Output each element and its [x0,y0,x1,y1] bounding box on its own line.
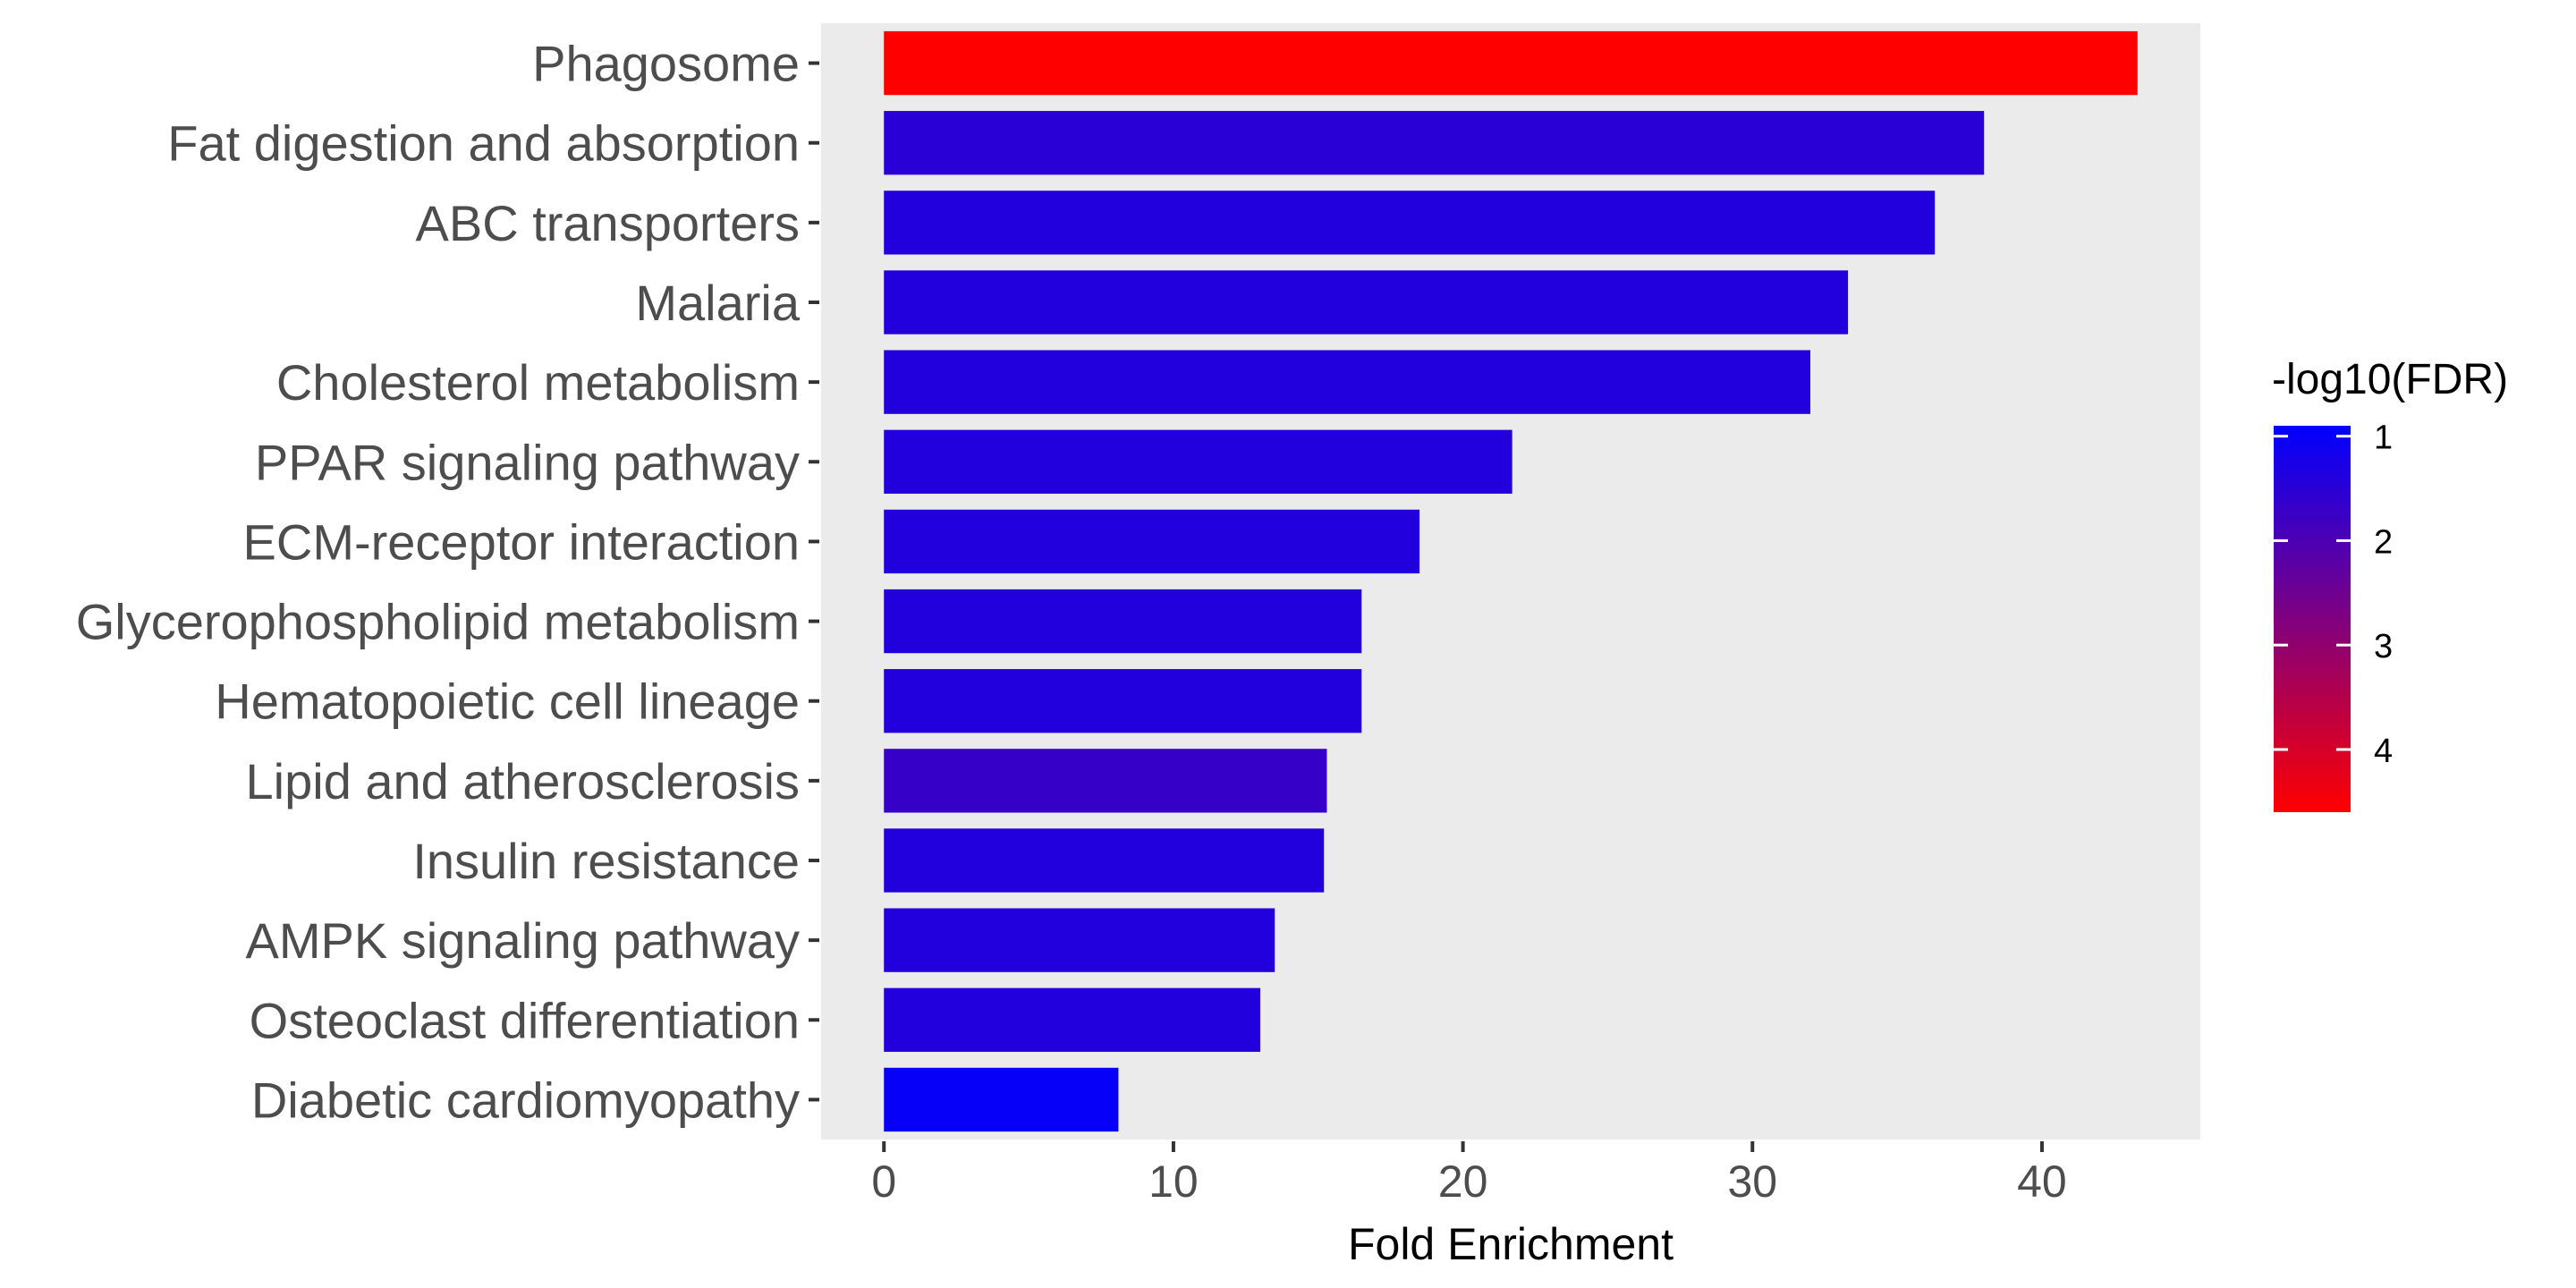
legend-tick-label: 3 [2374,628,2393,665]
y-tick-label: Osteoclast differentiation [250,992,800,1048]
y-tick-label: Fat digestion and absorption [167,115,800,172]
x-axis: 0 10 20 30 40 [871,1141,2067,1207]
legend-tick-label: 2 [2374,523,2393,561]
x-tick-label: 30 [1727,1157,1777,1207]
y-axis: Phagosome Fat digestion and absorption ABC… [76,36,819,1128]
bar [884,350,1811,414]
bar [884,509,1420,574]
bar [884,30,2138,96]
bar [884,111,1985,175]
y-tick-label: AMPK signaling pathway [246,912,800,969]
bar [884,589,1362,654]
y-tick-label: ECM-receptor interaction [243,513,800,570]
bar [884,987,1261,1052]
y-tick-label: Phagosome [532,36,800,92]
bars-layer [884,30,2138,1132]
x-tick-label: 20 [1438,1157,1488,1207]
color-legend: -log10(FDR) 1 2 3 4 [2272,356,2508,812]
y-tick-label: PPAR signaling pathway [255,434,800,490]
bar [884,669,1362,733]
y-tick-label: Insulin resistance [412,833,800,889]
y-tick-label: Hematopoietic cell lineage [215,674,800,730]
bar [884,191,1936,255]
y-tick-label: ABC transporters [416,195,801,251]
legend-tick-label: 1 [2374,419,2393,457]
x-axis-title: Fold Enrichment [1348,1219,1674,1269]
bar [884,828,1325,893]
x-tick-label: 10 [1148,1157,1199,1207]
bar [884,749,1327,813]
bar [884,908,1275,972]
legend-title: -log10(FDR) [2272,356,2508,403]
x-tick-label: 40 [2017,1157,2067,1207]
legend-ticks: 1 2 3 4 [2274,419,2393,770]
x-tick-label: 0 [871,1157,896,1207]
legend-colorbar [2274,426,2351,812]
bar [884,1067,1119,1132]
y-tick-label: Cholesterol metabolism [276,354,800,411]
y-tick-label: Lipid and atherosclerosis [246,753,800,809]
y-tick-label: Diabetic cardiomyopathy [251,1072,800,1128]
bar [884,270,1849,335]
y-tick-label: Malaria [635,275,800,331]
legend-tick-label: 4 [2374,733,2393,770]
bar [884,429,1513,494]
y-tick-label: Glycerophospholipid metabolism [76,594,800,650]
